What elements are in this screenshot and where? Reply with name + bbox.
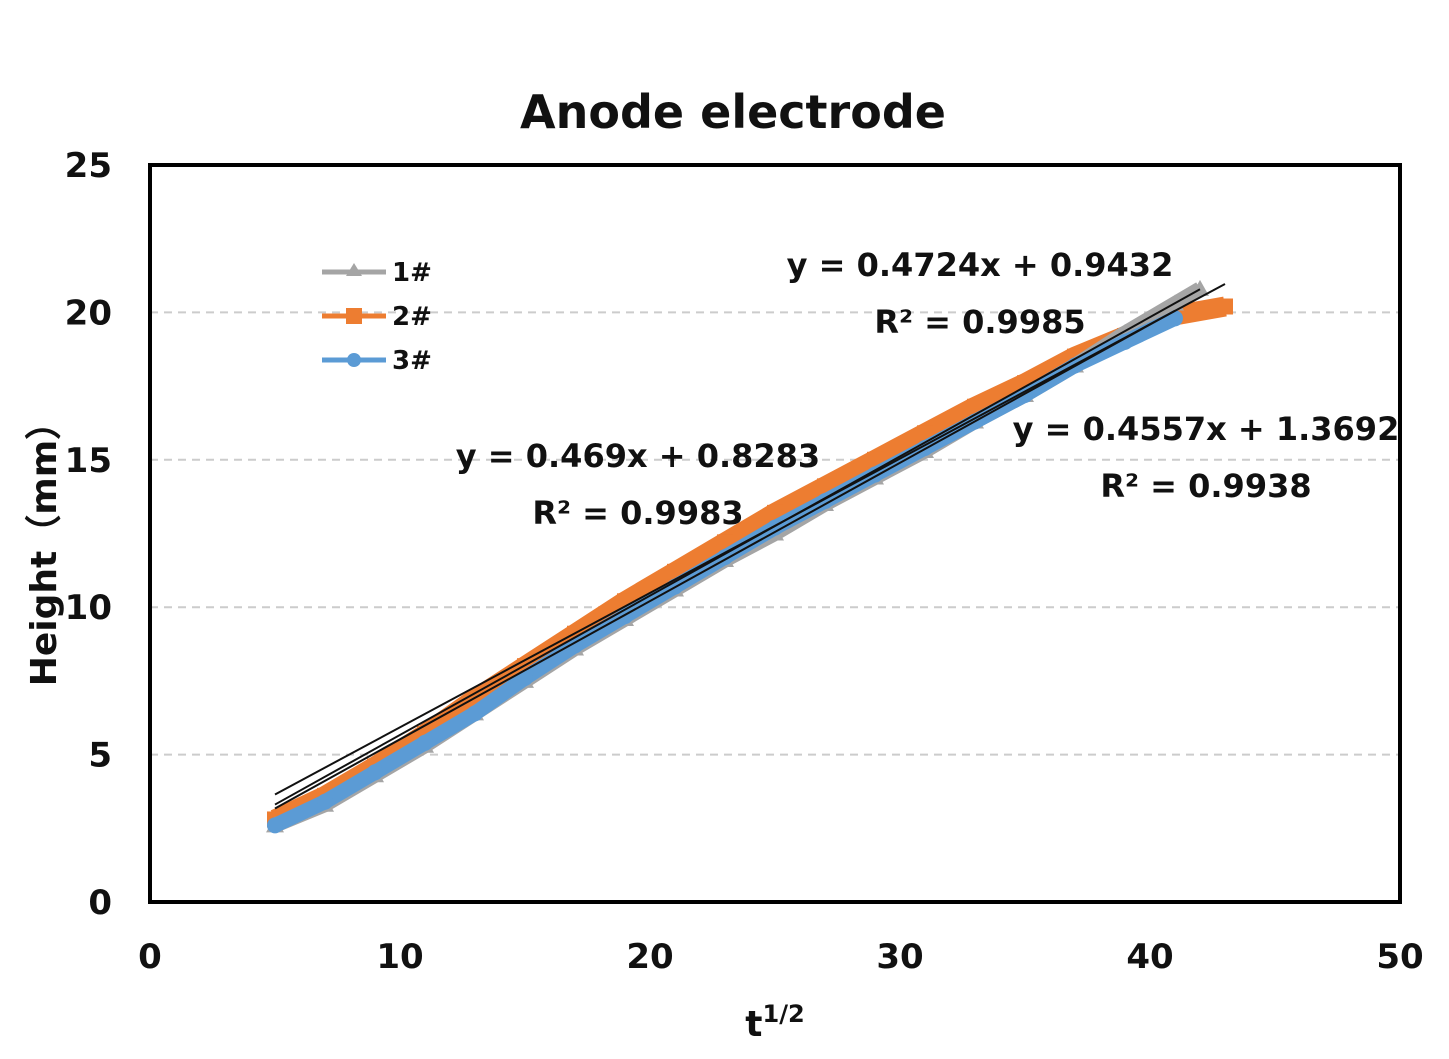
y-axis-label: Height（mm）: [24, 404, 65, 687]
data-point: [917, 425, 933, 442]
legend: 1# 2# 3#: [322, 258, 432, 376]
series-line-2#: [270, 296, 1227, 829]
trend-r2-3: R² = 0.9983: [532, 494, 743, 532]
trend-equation-3: y = 0.469x + 0.8283: [456, 437, 820, 475]
series-line-3#: [271, 311, 1179, 833]
legend-label: 1#: [392, 258, 432, 288]
data-point: [417, 734, 433, 751]
trendline-3#: [274, 309, 1176, 810]
legend-marker-triangle: [346, 263, 362, 276]
x-axis-label: t1/2: [745, 1000, 804, 1045]
x-tick-label: 50: [1376, 937, 1423, 977]
data-point: [467, 705, 483, 722]
data-point: [1217, 298, 1233, 315]
data-point: [517, 669, 533, 686]
data-point: [267, 817, 283, 834]
legend-label: 2#: [392, 302, 432, 332]
legend-marker-circle: [347, 353, 361, 367]
trend-equation-1: y = 0.4724x + 0.9432: [787, 246, 1174, 284]
data-point: [567, 637, 583, 654]
data-point: [367, 764, 383, 781]
trendline-2#: [274, 283, 1226, 796]
x-tick-label: 0: [138, 937, 162, 977]
chart-title: Anode electrode: [520, 85, 946, 139]
legend-label: 3#: [392, 346, 432, 376]
plot-area-frame: [148, 163, 1402, 904]
x-tick-label: 30: [876, 937, 923, 977]
y-tick-label: 10: [65, 588, 112, 628]
y-tick-label: 15: [65, 441, 112, 481]
data-point: [1117, 333, 1133, 350]
x-tick-label: 20: [626, 937, 673, 977]
legend-marker-square: [346, 308, 362, 324]
y-tick-label: 25: [65, 146, 112, 186]
y-tick-label: 5: [88, 736, 112, 776]
x-tick-label: 10: [376, 937, 423, 977]
trend-r2-1: R² = 0.9985: [874, 303, 1085, 341]
y-tick-label: 0: [88, 883, 112, 923]
y-tick-label: 20: [65, 293, 112, 333]
data-point: [867, 451, 883, 468]
data-point: [767, 504, 783, 521]
trend-equation-2: y = 0.4557x + 1.3692: [1013, 410, 1400, 448]
data-point: [1167, 310, 1183, 327]
data-point: [967, 398, 983, 415]
data-point: [817, 478, 833, 495]
x-tick-label: 40: [1126, 937, 1173, 977]
trend-r2-2: R² = 0.9938: [1100, 467, 1311, 505]
data-point: [317, 793, 333, 810]
